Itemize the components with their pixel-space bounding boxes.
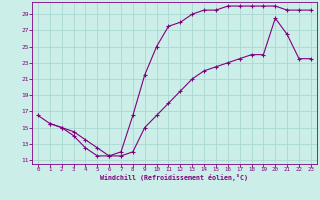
X-axis label: Windchill (Refroidissement éolien,°C): Windchill (Refroidissement éolien,°C) [100, 174, 248, 181]
